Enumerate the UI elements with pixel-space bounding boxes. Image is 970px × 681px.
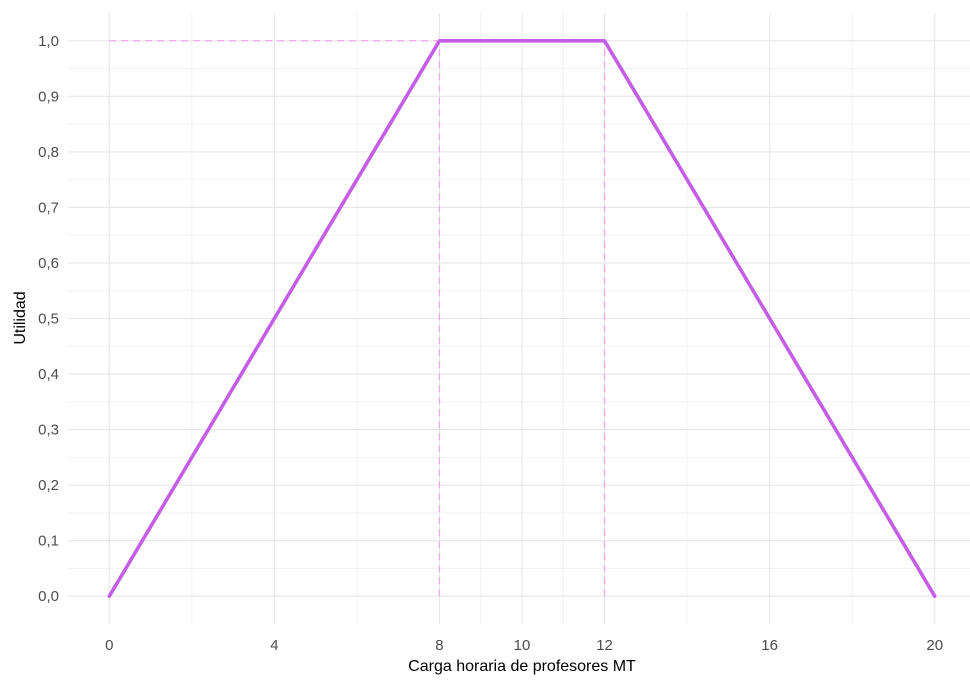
y-tick-label: 0,9 — [38, 88, 59, 105]
y-tick-label: 0,0 — [38, 588, 59, 605]
utility-series-line — [107, 38, 937, 599]
y-tick-label: 0,1 — [38, 533, 59, 550]
y-tick-label: 0,7 — [38, 199, 59, 216]
x-tick-label: 12 — [596, 637, 613, 654]
y-tick-label: 0,3 — [38, 422, 59, 439]
series-layer — [107, 38, 937, 599]
y-tick-label: 0,6 — [38, 255, 59, 272]
x-tick-label: 0 — [105, 637, 113, 654]
x-tick-labels: 0 4 8 10 12 16 20 — [105, 637, 943, 654]
x-tick-label: 10 — [514, 637, 531, 654]
x-tick-label: 20 — [926, 637, 943, 654]
x-tick-label: 8 — [435, 637, 443, 654]
y-tick-labels: 0,0 0,1 0,2 0,3 0,4 0,5 0,6 0,7 0,8 0,9 1,0 — [38, 33, 59, 605]
x-axis-title: Carga horaria de profesores MT — [408, 658, 636, 675]
y-tick-label: 0,5 — [38, 311, 59, 328]
y-tick-label: 0,4 — [38, 366, 59, 383]
y-tick-label: 0,8 — [38, 144, 59, 161]
x-tick-label: 16 — [761, 637, 778, 654]
y-axis-title: Utilidad — [12, 291, 29, 344]
y-tick-label: 1,0 — [38, 33, 59, 50]
x-tick-label: 4 — [270, 637, 278, 654]
y-tick-label: 0,2 — [38, 477, 59, 494]
major-gridlines — [68, 13, 970, 624]
